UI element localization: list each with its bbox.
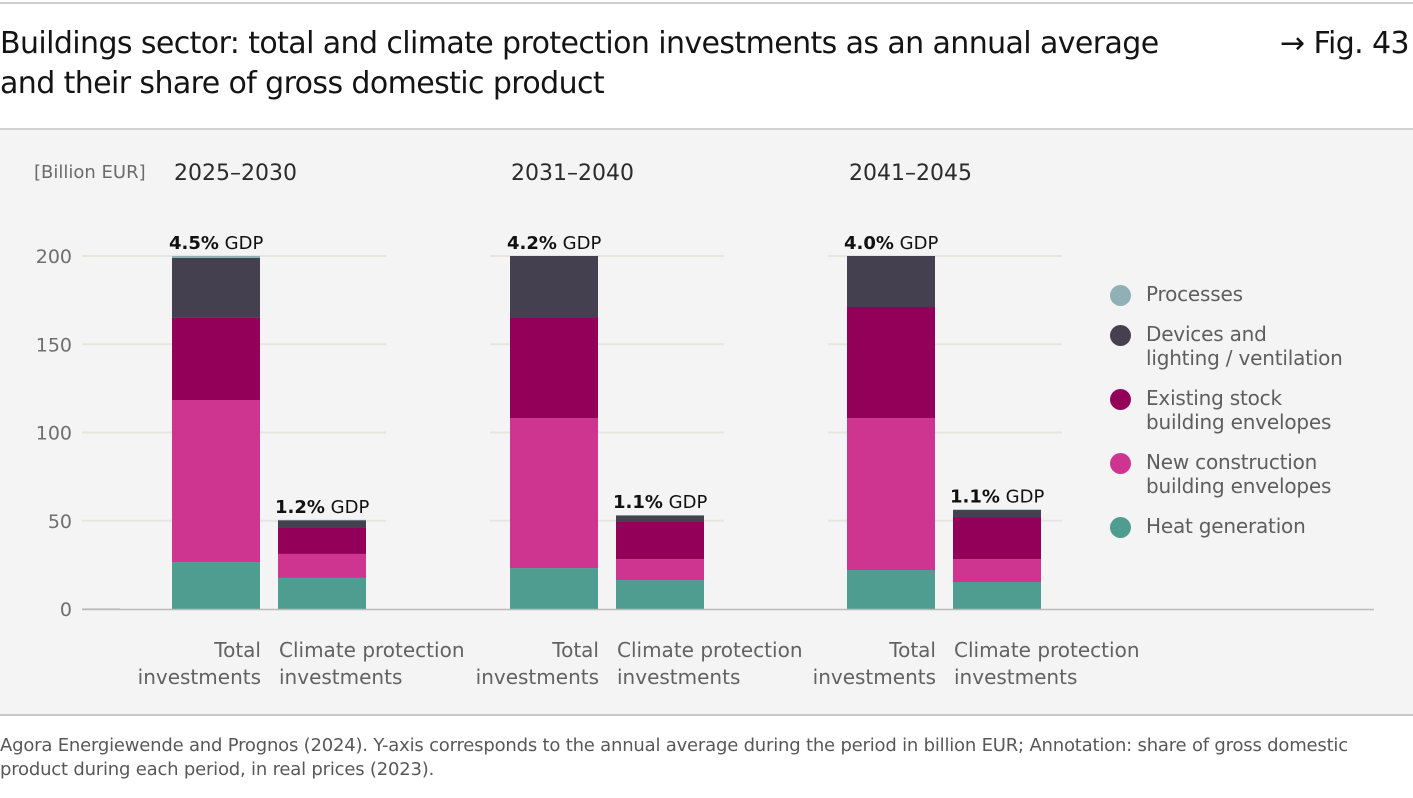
gdp-annotation: 1.2% GDP [275,497,369,518]
bar-segment-devices-and-lighting-ventilation [172,257,260,318]
x-axis-label: Climate protection investments [954,638,1140,689]
legend-swatch-icon [1110,453,1131,474]
bar-segment-processes [953,509,1041,511]
bar-segment-existing-stock-building-envelopes [510,317,598,419]
bar-segment-heat-generation [172,562,260,609]
legend: Processes Devices and lighting / ventilat… [1108,282,1343,554]
bar-segment-new-construction-building-envelopes [847,418,935,570]
y-tick-label: 50 [48,511,72,533]
bar-segment-heat-generation [953,581,1041,609]
legend-label: New construction building envelopes [1146,450,1332,498]
bar-segment-processes [278,519,366,521]
legend-swatch-icon [1110,285,1131,306]
bar-segment-new-construction-building-envelopes [953,559,1041,582]
gdp-annotation: 1.1% GDP [950,486,1044,507]
bar-segment-existing-stock-building-envelopes [278,527,366,554]
bar-segment-existing-stock-building-envelopes [953,517,1041,560]
bar-segment-existing-stock-building-envelopes [172,317,260,401]
legend-label: Processes [1146,282,1243,306]
legend-item: Heat generation [1108,514,1343,538]
gdp-annotations: 4.5% GDP 1.2% GDP 4.2% GDP 1.1% GDP 4.0% GDP… [169,233,1044,518]
y-tick-label: 150 [36,334,72,356]
bar-segment-devices-and-lighting-ventilation [616,515,704,522]
bar-segment-processes [172,256,260,258]
x-axis-label: Total investments [138,638,261,689]
bar-segment-devices-and-lighting-ventilation [847,256,935,308]
y-tick-label: 100 [36,423,72,445]
group-labels: 2025–2030 2031–2040 2041–2045 [174,161,972,186]
gdp-annotation: 4.2% GDP [507,233,601,254]
bar-segment-existing-stock-building-envelopes [616,521,704,560]
legend-swatch-icon [1110,325,1131,346]
legend-item: Devices and lighting / ventilation [1108,322,1343,370]
bar-segment-existing-stock-building-envelopes [847,307,935,419]
gdp-annotation: 1.1% GDP [613,492,707,513]
bar-segment-new-construction-building-envelopes [278,553,366,578]
bar-segment-devices-and-lighting-ventilation [953,509,1041,518]
legend-label: Devices and lighting / ventilation [1146,322,1343,370]
gdp-annotation: 4.5% GDP [169,233,263,254]
legend-item: Processes [1108,282,1343,306]
group-label: 2041–2045 [849,161,972,186]
x-axis-label: Total investments [813,638,936,689]
y-tick-label: 200 [36,246,72,268]
bars [172,256,1041,609]
legend-swatch-icon [1110,517,1131,538]
legend-label: Existing stock building envelopes [1146,386,1332,434]
legend-swatch-icon [1110,389,1131,410]
y-axis-unit-label: [Billion EUR] [34,162,146,183]
bar-segment-heat-generation [510,568,598,609]
legend-item: New construction building envelopes [1108,450,1343,498]
bar-segment-devices-and-lighting-ventilation [510,256,598,318]
bar-segment-heat-generation [847,569,935,609]
bar-segment-new-construction-building-envelopes [510,418,598,569]
x-axis-label: Total investments [476,638,599,689]
legend-item: Existing stock building envelopes [1108,386,1343,434]
gdp-annotation: 4.0% GDP [844,233,938,254]
top-divider [0,2,1413,4]
bar-segment-processes [616,515,704,516]
source-note: Agora Energiewende and Prognos (2024). Y… [0,735,1348,780]
bar-segment-new-construction-building-envelopes [616,559,704,581]
x-axis-label: Climate protection investments [279,638,465,689]
group-label: 2025–2030 [174,161,297,186]
bar-segment-devices-and-lighting-ventilation [278,520,366,528]
figure-reference: → Fig. 43 [1280,26,1410,61]
group-label: 2031–2040 [511,161,634,186]
x-axis-label: Climate protection investments [617,638,803,689]
bar-segment-heat-generation [616,580,704,609]
y-tick-label: 0 [60,599,72,621]
chart-title: Buildings sector: total and climate prot… [0,26,1159,101]
y-axis: 0 50 100 150 200 [36,246,72,621]
bar-segment-heat-generation [278,577,366,609]
legend-label: Heat generation [1146,514,1306,538]
bar-segment-new-construction-building-envelopes [172,400,260,563]
